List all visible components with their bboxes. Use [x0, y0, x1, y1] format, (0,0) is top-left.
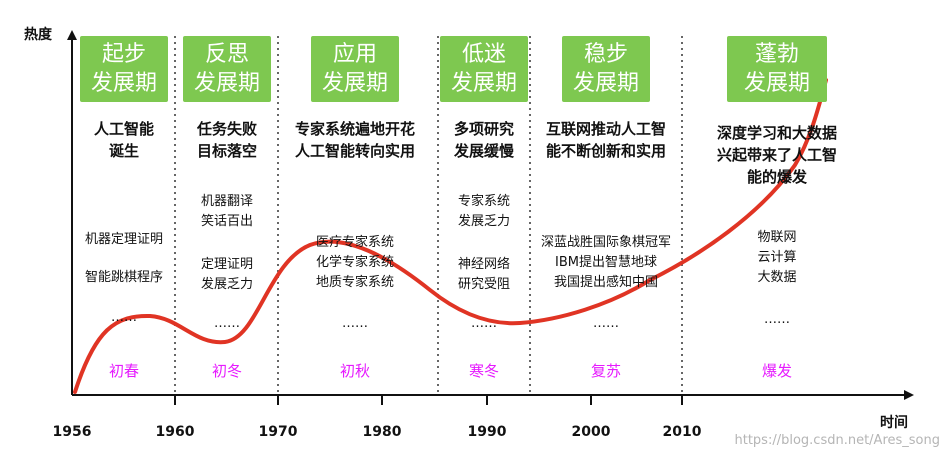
period-headline-line: 诞生 [108, 142, 139, 160]
period-headline-line: 能的爆发 [746, 168, 807, 186]
period-tag: 蓬勃 发展期 [727, 36, 827, 102]
period-season: 初春 [108, 362, 139, 380]
period-note: …… [111, 310, 137, 325]
period-headline-line: 人工智能转向实用 [294, 142, 415, 160]
period-headline: 深度学习和大数据 兴起带来了人工智 能的爆发 [697, 122, 857, 188]
period-note: 神经网络 [457, 257, 510, 272]
period-tag-line: 稳步 [583, 42, 628, 67]
period-headline: 人工智能 诞生 [44, 118, 204, 162]
period-note: 地质专家系统 [315, 275, 394, 290]
period-tag-line: 发展期 [193, 71, 260, 96]
period-tag-line: 起步 [101, 42, 146, 67]
period-note: 机器定理证明 [84, 232, 163, 247]
period-headline-line: 多项研究 [453, 120, 514, 138]
period-headline-line: 能不断创新和实用 [545, 142, 666, 160]
period-headline-line: 专家系统遍地开花 [294, 120, 415, 138]
period-note: …… [471, 316, 497, 331]
period-tag: 应用 发展期 [311, 36, 399, 102]
period-tag-line: 发展期 [321, 71, 388, 96]
period-note: 研究受阻 [457, 277, 510, 292]
period-note: …… [593, 316, 619, 331]
period-headline: 互联网推动人工智 能不断创新和实用 [526, 118, 686, 162]
period-tag-line: 蓬勃 [754, 42, 799, 67]
watermark: https://blog.csdn.net/Ares_song [734, 433, 941, 448]
period-season: 复苏 [590, 362, 621, 380]
x-tick-label: 1970 [258, 424, 298, 440]
period-note: 专家系统 [457, 194, 510, 209]
period-note: …… [214, 316, 240, 331]
y-axis-label: 热度 [24, 27, 52, 43]
x-axis-label: 时间 [880, 415, 908, 431]
period-note: …… [342, 316, 368, 331]
period-headline-line: 深度学习和大数据 [716, 124, 837, 142]
period-headline-line: 人工智能 [93, 120, 154, 138]
period-season: 初冬 [211, 362, 242, 380]
x-tick-label: 2000 [571, 424, 611, 440]
x-tick-label: 1980 [362, 424, 402, 440]
period-note: 医疗专家系统 [315, 235, 394, 250]
period-headline-line: 兴起带来了人工智 [716, 146, 837, 164]
period-note: 机器翻译 [200, 194, 253, 209]
period-tag: 反思 发展期 [183, 36, 271, 102]
period-note: 云计算 [757, 250, 797, 265]
period-tag: 起步 发展期 [80, 36, 168, 102]
period-tag-line: 应用 [332, 42, 377, 67]
period-headline-line: 发展缓慢 [453, 142, 514, 160]
period-tag-line: 发展期 [450, 71, 517, 96]
period-note: 大数据 [757, 270, 797, 285]
period-headline-line: 目标落空 [196, 142, 257, 160]
period-headline-line: 互联网推动人工智 [545, 120, 666, 138]
period-season: 寒冬 [468, 362, 499, 380]
period-season: 初秋 [339, 362, 370, 380]
x-tick-label: 1956 [52, 424, 92, 440]
period-note: 发展乏力 [457, 214, 510, 229]
period-headline-line: 任务失败 [196, 120, 257, 138]
period-note: 笑话百出 [200, 214, 253, 229]
period-note: 深蓝战胜国际象棋冠军 [540, 235, 671, 250]
period-tag-line: 反思 [204, 42, 249, 67]
heat-curve [73, 78, 828, 394]
period-headline: 任务失败 目标落空 [147, 118, 307, 162]
period-headline: 专家系统遍地开花 人工智能转向实用 [275, 118, 435, 162]
period-note: 我国提出感知中国 [553, 275, 658, 290]
x-tick-label: 1990 [467, 424, 507, 440]
period-tag: 稳步 发展期 [562, 36, 650, 102]
period-tag: 低迷 发展期 [440, 36, 528, 102]
period-tag-line: 低迷 [461, 42, 506, 67]
x-tick-label: 1960 [155, 424, 195, 440]
period-note: 物联网 [757, 230, 797, 245]
period-note: 化学专家系统 [315, 255, 394, 270]
period-note: IBM提出智慧地球 [555, 255, 657, 270]
period-headline: 多项研究 发展缓慢 [404, 118, 564, 162]
period-note: 定理证明 [200, 257, 253, 272]
period-tag-line: 发展期 [743, 71, 810, 96]
period-note: …… [764, 312, 790, 327]
period-note: 智能跳棋程序 [84, 270, 163, 285]
x-tick-label: 2010 [662, 424, 702, 440]
period-tag-line: 发展期 [90, 71, 157, 96]
period-tag-line: 发展期 [572, 71, 639, 96]
period-season: 爆发 [761, 362, 792, 380]
period-note: 发展乏力 [200, 277, 253, 292]
